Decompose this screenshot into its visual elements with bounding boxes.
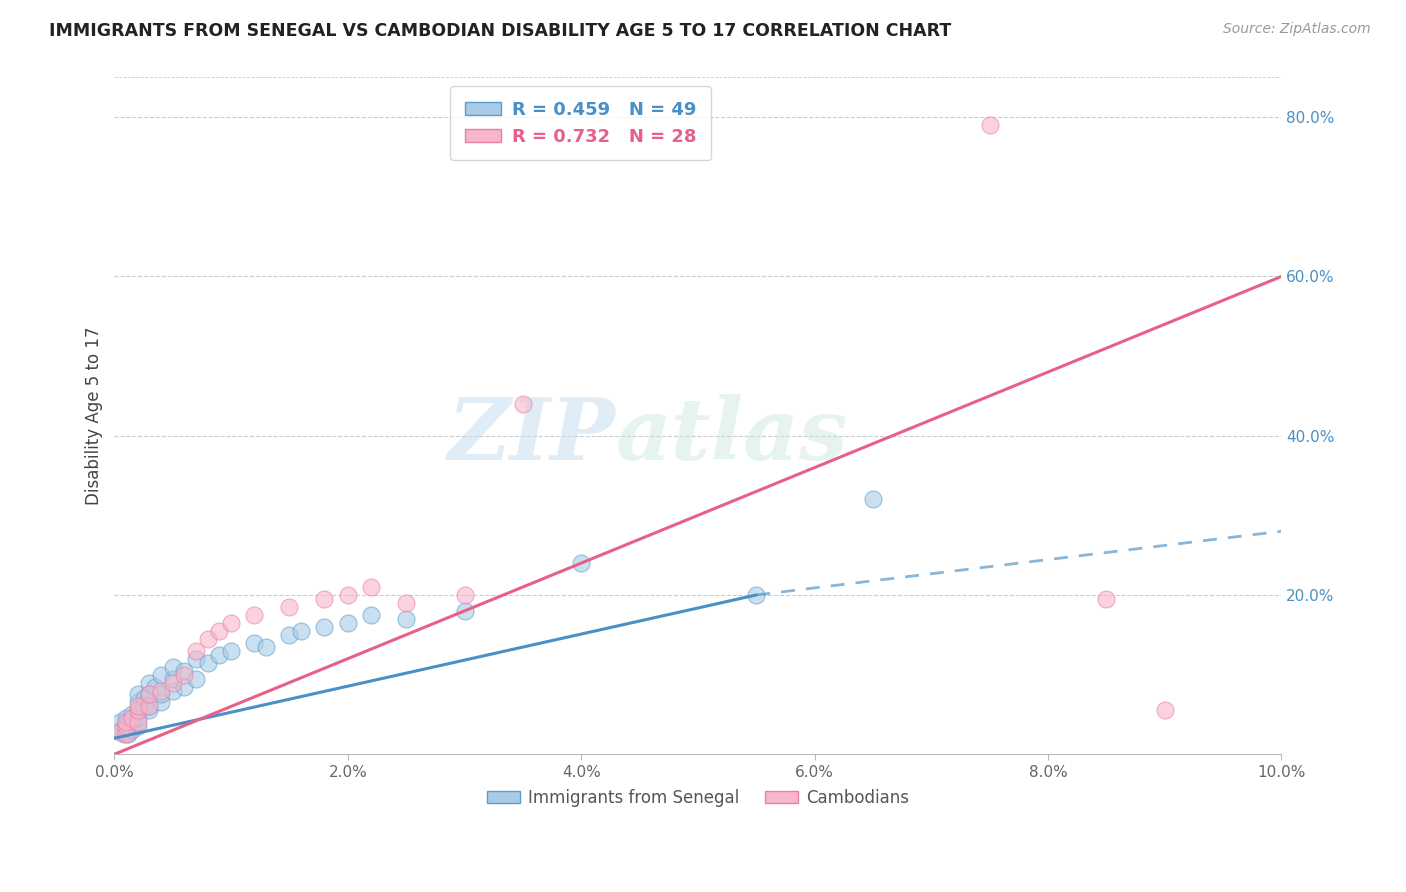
Point (395, 612, 418, 626)
Point (112, 727, 135, 741)
Point (150, 696, 173, 710)
Point (1095, 591, 1118, 606)
Point (173, 667, 195, 681)
Point (314, 620, 336, 634)
Point (127, 703, 149, 717)
Point (127, 696, 149, 710)
Point (110, 715, 132, 730)
Point (121, 723, 143, 738)
Point (117, 719, 139, 733)
Point (173, 680, 195, 694)
Point (115, 711, 138, 725)
Point (150, 688, 173, 702)
Point (395, 596, 418, 610)
Point (138, 699, 160, 714)
Point (162, 675, 184, 690)
Point (115, 715, 138, 730)
Point (132, 691, 155, 706)
Point (184, 672, 207, 686)
Point (115, 717, 138, 731)
Point (162, 683, 184, 698)
Point (110, 723, 132, 738)
Point (360, 607, 382, 622)
Point (208, 624, 231, 638)
Point (219, 615, 242, 630)
Point (127, 715, 149, 730)
Point (290, 624, 312, 638)
Point (127, 711, 149, 725)
Point (360, 580, 382, 594)
Point (138, 699, 160, 714)
Point (150, 683, 173, 698)
Legend: Immigrants from Senegal, Cambodians: Immigrants from Senegal, Cambodians (479, 782, 915, 814)
Point (115, 719, 138, 733)
Point (121, 707, 143, 722)
Point (197, 632, 219, 646)
Point (184, 651, 207, 665)
Text: ZIP: ZIP (449, 394, 616, 478)
Point (336, 588, 359, 602)
Point (110, 725, 132, 739)
Point (162, 659, 184, 673)
Point (162, 672, 184, 686)
Text: IMMIGRANTS FROM SENEGAL VS CAMBODIAN DISABILITY AGE 5 TO 17 CORRELATION CHART: IMMIGRANTS FROM SENEGAL VS CAMBODIAN DIS… (49, 22, 952, 40)
Point (143, 680, 166, 694)
Point (127, 699, 149, 714)
Point (453, 604, 475, 618)
Point (208, 648, 231, 662)
Point (115, 727, 138, 741)
Text: Source: ZipAtlas.com: Source: ZipAtlas.com (1223, 22, 1371, 37)
Point (243, 636, 266, 650)
Point (197, 656, 219, 670)
Point (278, 599, 301, 614)
Point (115, 719, 138, 733)
Point (336, 615, 359, 630)
Point (138, 675, 160, 690)
Point (569, 556, 592, 570)
Point (150, 667, 173, 681)
Point (127, 719, 149, 733)
Point (121, 715, 143, 730)
Point (138, 688, 160, 702)
Point (219, 643, 242, 657)
Point (278, 628, 301, 642)
Point (512, 397, 534, 411)
Point (979, 118, 1001, 132)
Y-axis label: Disability Age 5 to 17: Disability Age 5 to 17 (86, 326, 103, 505)
Point (745, 588, 768, 602)
Point (1153, 703, 1175, 717)
Point (184, 643, 207, 657)
Point (121, 711, 143, 725)
Point (173, 664, 195, 678)
Point (127, 688, 149, 702)
Point (127, 703, 149, 717)
Point (254, 640, 277, 654)
Point (453, 588, 475, 602)
Point (138, 703, 160, 717)
Point (132, 699, 155, 714)
Point (117, 727, 139, 741)
Text: atlas: atlas (616, 394, 849, 478)
Point (314, 591, 336, 606)
Point (243, 607, 266, 622)
Point (138, 688, 160, 702)
Point (115, 725, 138, 739)
Point (862, 492, 884, 507)
